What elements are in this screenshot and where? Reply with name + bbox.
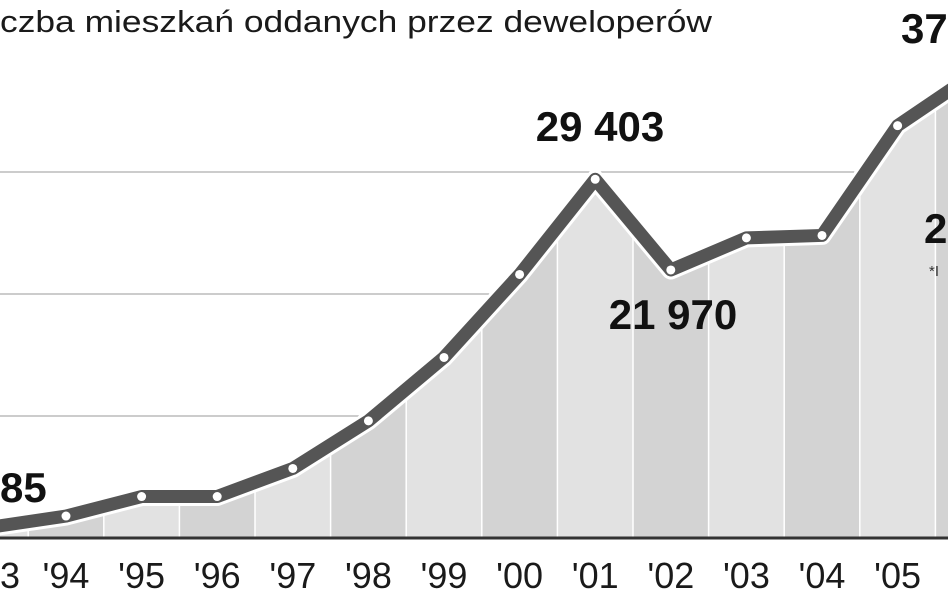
data-point xyxy=(741,233,751,243)
area-fill-columns xyxy=(0,74,948,538)
x-tick-label: '98 xyxy=(345,555,392,593)
series-line-group xyxy=(0,80,948,536)
area-column xyxy=(406,74,482,538)
data-point xyxy=(363,416,373,426)
data-label-06: 37 xyxy=(901,5,948,52)
annotation-footnote-fragment: *I xyxy=(929,263,939,280)
data-point xyxy=(515,269,525,279)
data-point xyxy=(137,492,147,502)
series-line xyxy=(0,83,948,533)
x-tick-label: '05 xyxy=(874,555,921,593)
data-point xyxy=(817,230,827,240)
data-label-93: 85 xyxy=(0,464,47,511)
data-point xyxy=(893,121,903,131)
area-column xyxy=(0,74,29,538)
x-tick-label: '96 xyxy=(194,555,241,593)
data-label-02: 21 970 xyxy=(609,291,737,338)
x-tick-label: '94 xyxy=(43,555,90,593)
area-column xyxy=(708,74,785,538)
annotation-value-fragment: 2 xyxy=(924,205,947,252)
data-point xyxy=(288,463,298,473)
series-markers xyxy=(61,121,903,521)
x-tick-label: '97 xyxy=(269,555,316,593)
area-column xyxy=(557,74,633,538)
data-point xyxy=(439,352,449,362)
area-column xyxy=(784,74,860,538)
x-tick-label: '01 xyxy=(572,555,619,593)
x-tick-label: '02 xyxy=(647,555,694,593)
x-tick-label: '99 xyxy=(421,555,468,593)
data-label-01: 29 403 xyxy=(536,103,664,150)
data-point xyxy=(61,511,71,521)
x-tick-label: '03 xyxy=(723,555,770,593)
x-tick-label: '04 xyxy=(799,555,846,593)
area-column xyxy=(859,74,936,538)
area-column xyxy=(103,74,180,538)
area-column xyxy=(935,74,948,538)
data-point xyxy=(212,492,222,502)
area-column xyxy=(330,74,407,538)
area-column xyxy=(179,74,255,538)
x-tick-label: 3 xyxy=(0,555,20,593)
chart-title: czba mieszkań oddanych przez deweloperów xyxy=(0,4,713,39)
data-point xyxy=(666,265,676,275)
data-point xyxy=(590,174,600,184)
x-tick-label: '95 xyxy=(118,555,165,593)
x-tick-label: '00 xyxy=(496,555,543,593)
x-tick-labels: 3 '94 '95 '96 '97 '98 '99 '00 '01 '02 '03 '04 '05 xyxy=(0,555,921,593)
area-column xyxy=(28,74,104,538)
